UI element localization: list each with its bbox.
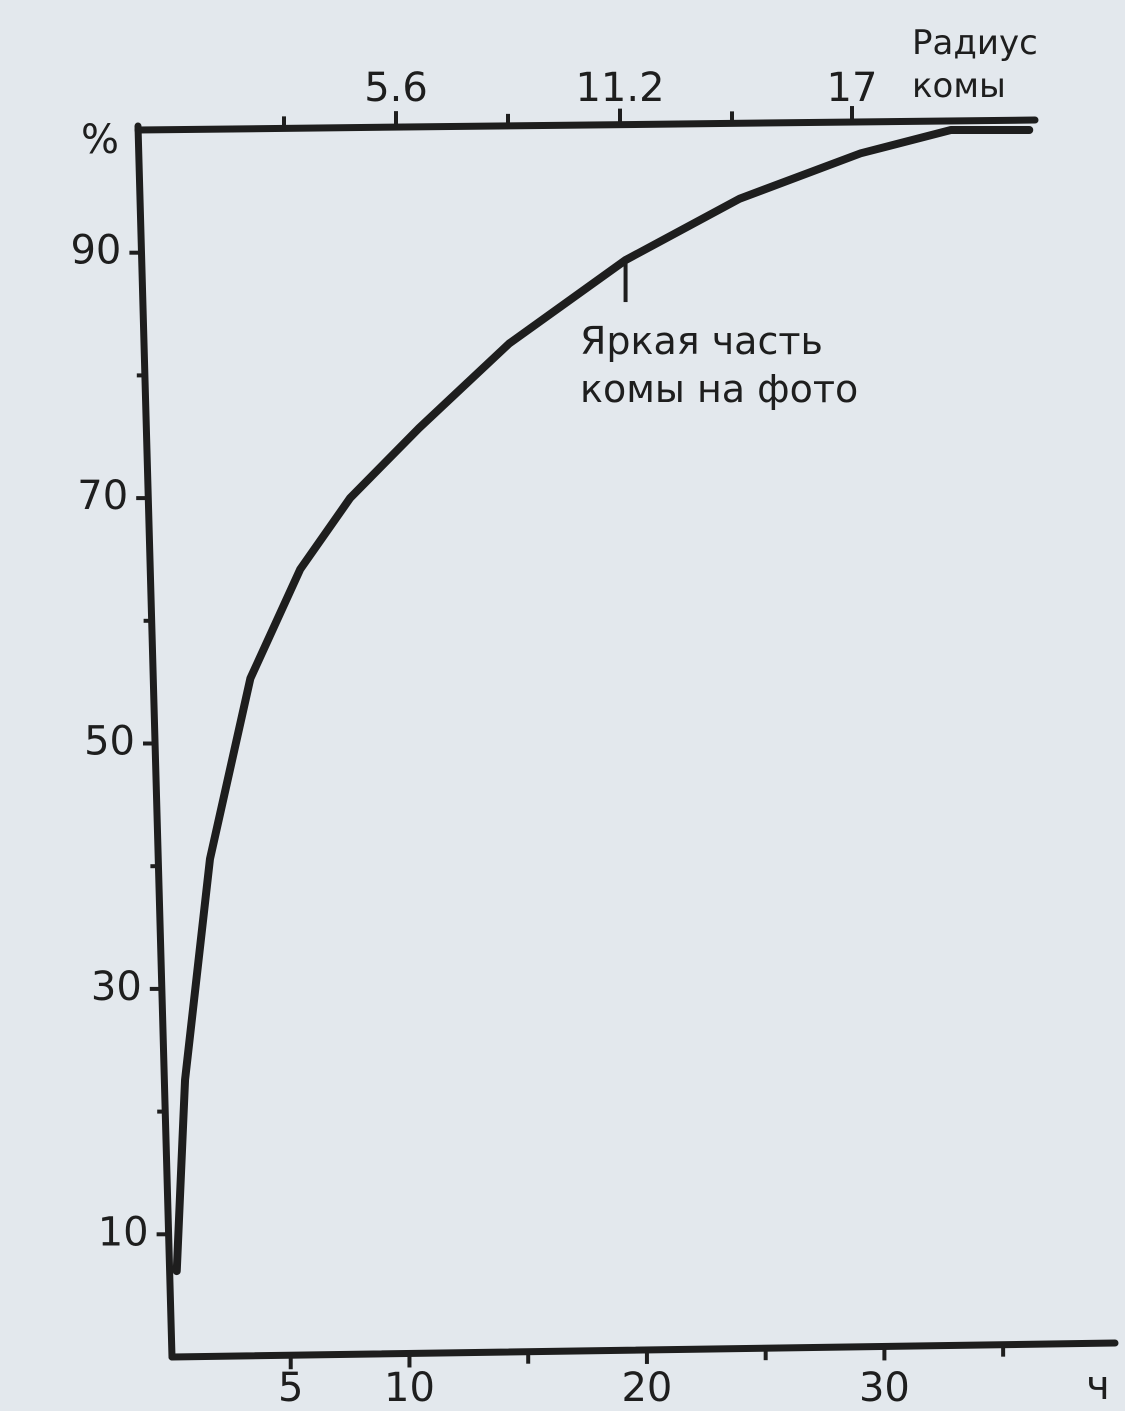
chart-page: % ч 10 30 50 70 90 5 10 20 30 5.6 11.2 17 Радиус ко… [0, 0, 1125, 1411]
y-tick-label: 90 [70, 228, 121, 274]
y-tick-label: 50 [84, 719, 135, 765]
x2-tick-label: 17 [827, 65, 878, 111]
top-axis-line [138, 120, 1035, 130]
x-tick-label: 30 [859, 1365, 910, 1411]
y-axis-label: % [81, 117, 119, 163]
x-axis-label: ч [1086, 1363, 1110, 1409]
x2-axis-label: Радиус комы [912, 22, 1082, 107]
annotation: Яркая часть комы на фото [580, 318, 900, 413]
x-tick-label: 5 [278, 1365, 303, 1411]
y-tick-label: 70 [77, 473, 128, 519]
y-tick-label: 30 [91, 964, 142, 1010]
x-tick-label: 20 [621, 1365, 672, 1411]
x2-tick-label: 11.2 [575, 65, 664, 111]
x-tick-label: 10 [384, 1365, 435, 1411]
x-axis-line [172, 1343, 1115, 1357]
x2-tick-label: 5.6 [364, 65, 428, 111]
chart: % ч 10 30 50 70 90 5 10 20 30 5.6 11.2 17 [0, 0, 1125, 1411]
data-line [177, 130, 1030, 1271]
y-tick-label: 10 [98, 1209, 149, 1255]
